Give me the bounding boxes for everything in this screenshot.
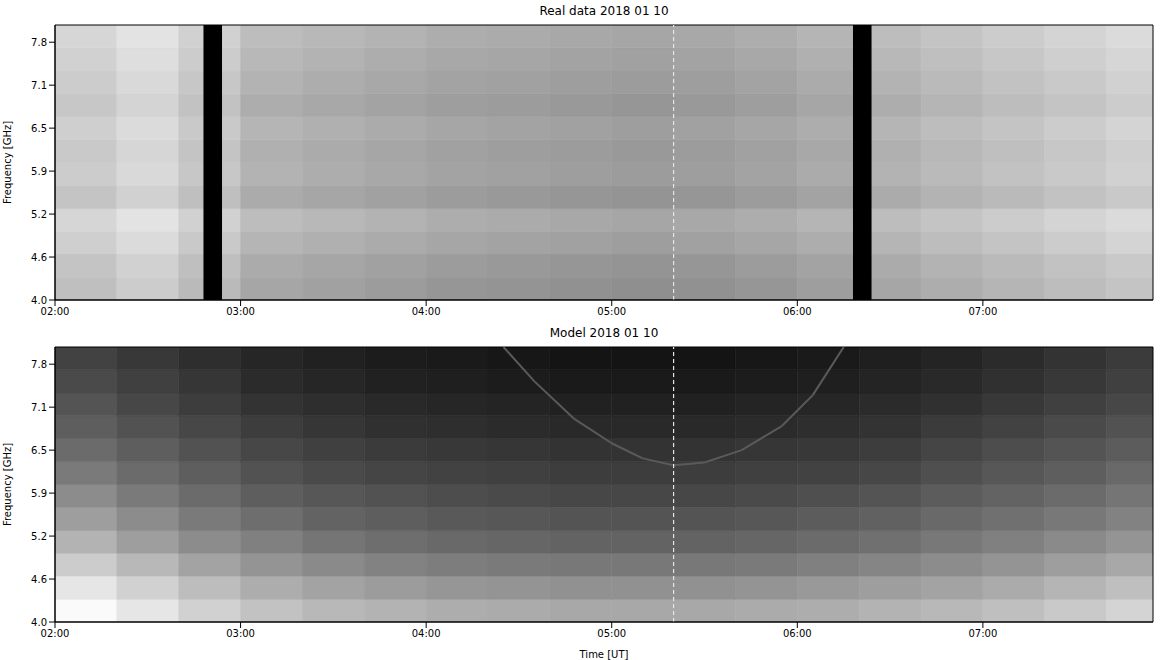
- svg-text:4.0: 4.0: [31, 617, 47, 628]
- svg-text:5.9: 5.9: [31, 488, 47, 499]
- svg-text:07:00: 07:00: [968, 628, 997, 639]
- svg-text:06:00: 06:00: [783, 306, 812, 317]
- svg-text:4.6: 4.6: [31, 574, 47, 585]
- svg-text:06:00: 06:00: [783, 628, 812, 639]
- svg-text:7.8: 7.8: [31, 359, 47, 370]
- svg-text:04:00: 04:00: [412, 306, 441, 317]
- svg-text:02:00: 02:00: [41, 628, 70, 639]
- svg-text:05:00: 05:00: [597, 628, 626, 639]
- svg-text:Frequency [GHz]: Frequency [GHz]: [2, 443, 13, 526]
- svg-text:02:00: 02:00: [41, 306, 70, 317]
- svg-text:6.5: 6.5: [31, 445, 47, 456]
- svg-text:03:00: 03:00: [226, 306, 255, 317]
- svg-text:04:00: 04:00: [412, 628, 441, 639]
- svg-text:07:00: 07:00: [968, 306, 997, 317]
- svg-text:5.2: 5.2: [31, 531, 47, 542]
- svg-text:6.5: 6.5: [31, 123, 47, 134]
- svg-text:4.6: 4.6: [31, 252, 47, 263]
- svg-text:03:00: 03:00: [226, 628, 255, 639]
- html-text:Model 2018 01 10: Model 2018 01 10: [549, 326, 659, 340]
- svg-text:05:00: 05:00: [597, 306, 626, 317]
- svg-text:7.1: 7.1: [31, 402, 47, 413]
- svg-text:5.2: 5.2: [31, 209, 47, 220]
- svg-text:5.9: 5.9: [31, 166, 47, 177]
- svg-text:Frequency [GHz]: Frequency [GHz]: [2, 121, 13, 204]
- svg-text:7.1: 7.1: [31, 80, 47, 91]
- svg-text:7.8: 7.8: [31, 37, 47, 48]
- svg-text:4.0: 4.0: [31, 295, 47, 306]
- html-text:Real data 2018 01 10: Real data 2018 01 10: [539, 4, 669, 18]
- svg-text:Time [UT]: Time [UT]: [579, 649, 629, 660]
